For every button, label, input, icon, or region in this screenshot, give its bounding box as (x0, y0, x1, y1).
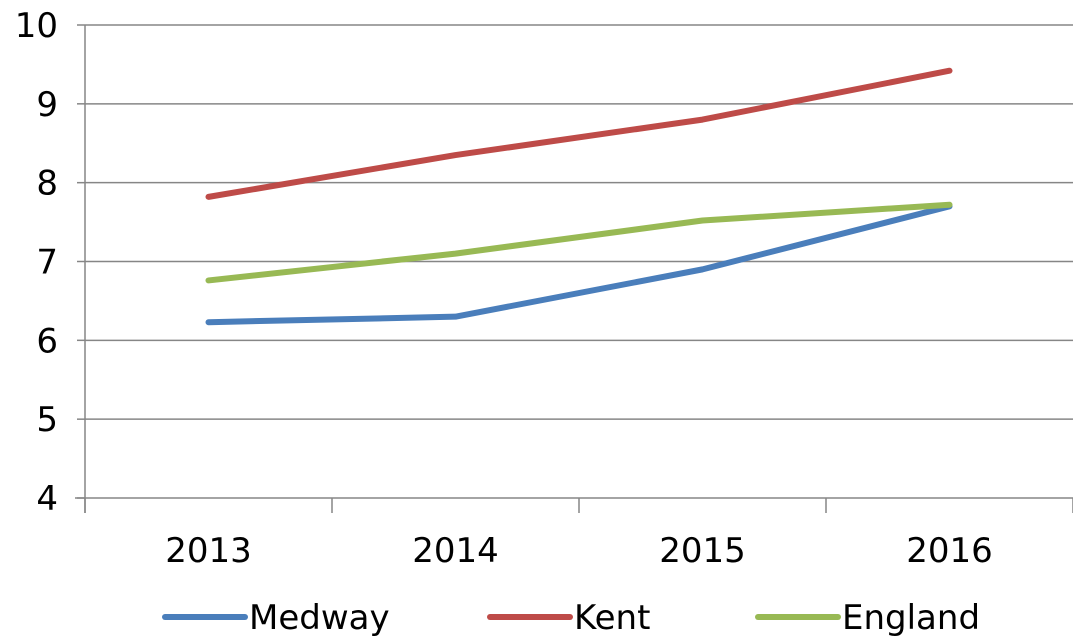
y-tick-label: 6 (36, 321, 58, 361)
series-line-england (205, 201, 953, 284)
y-tick-label: 7 (36, 243, 58, 283)
x-tick-label: 2013 (165, 531, 252, 571)
axes (75, 24, 1073, 513)
series-lines (205, 67, 953, 326)
y-tick-label: 4 (36, 479, 58, 519)
legend: Medway Kent England (162, 598, 980, 637)
y-tick-label: 8 (36, 164, 58, 204)
x-tick-label: 2016 (906, 531, 993, 571)
y-tick-label: 5 (36, 400, 58, 440)
x-tick-label: 2014 (412, 531, 499, 571)
x-tick-label: 2015 (659, 531, 746, 571)
y-tick-label: 10 (15, 6, 58, 46)
y-axis-tick-labels: 4 5 6 7 8 9 10 (15, 6, 58, 519)
y-tick-label: 9 (36, 85, 58, 125)
series-line-kent (205, 67, 953, 200)
legend-label-kent: Kent (574, 598, 650, 637)
legend-label-medway: Medway (249, 598, 390, 637)
x-axis-tick-labels: 2013 2014 2015 2016 (165, 531, 993, 571)
legend-label-england: England (842, 598, 980, 637)
gridlines (85, 24, 1073, 420)
series-line-medway (205, 203, 953, 326)
